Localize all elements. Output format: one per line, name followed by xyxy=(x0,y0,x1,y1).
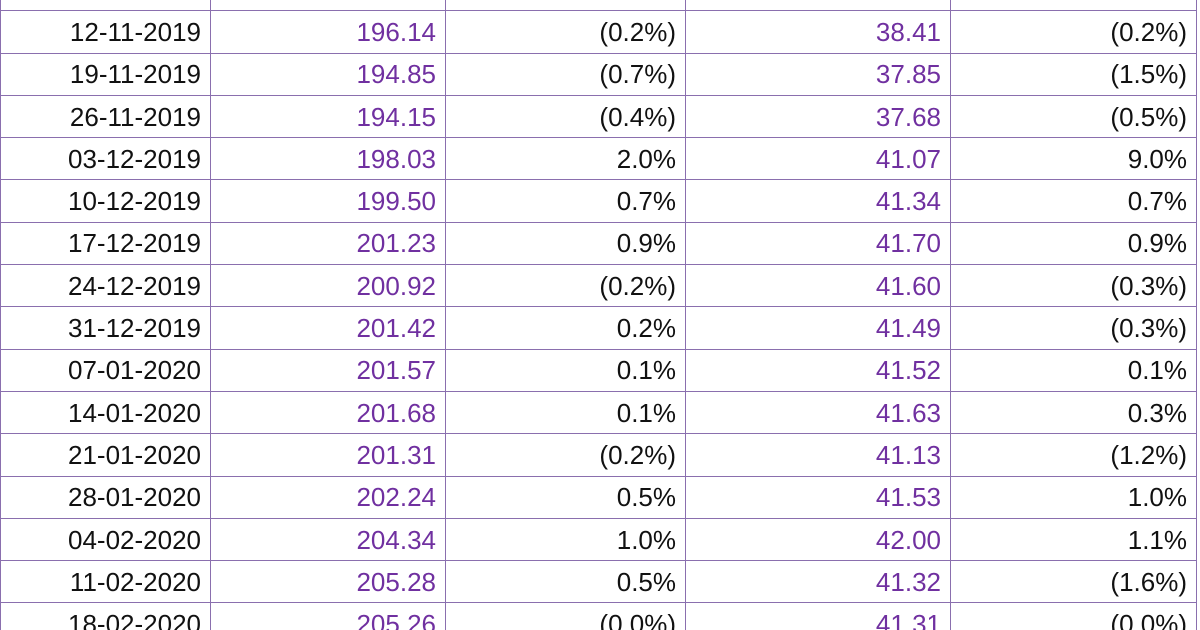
change-cell: (0.7%) xyxy=(445,52,686,96)
date-cell: 07-01-2020 xyxy=(0,348,211,392)
date-cell: 04-02-2020 xyxy=(0,517,211,562)
date-cell: 14-01-2020 xyxy=(0,390,211,435)
change-cell: 2.0% xyxy=(445,137,686,181)
price-cell: 41.49 xyxy=(685,306,951,350)
table-row: 21-01-2020 201.31 (0.2%) 41.13 (1.2%) xyxy=(0,433,1197,477)
price-cell: 41.53 xyxy=(685,475,951,519)
table-row: 03-12-2019 198.03 2.0% 41.07 9.0% xyxy=(0,137,1197,181)
change-cell: 9.0% xyxy=(950,137,1197,181)
table-row: 19-11-2019 194.85 (0.7%) 37.85 (1.5%) xyxy=(0,52,1197,96)
change-cell: (0.5%) xyxy=(950,94,1197,139)
price-cell: 198.03 xyxy=(210,137,446,181)
price-cell: 41.32 xyxy=(685,560,951,604)
date-cell: 11-02-2020 xyxy=(0,560,211,604)
change-cell: (0.0%) xyxy=(445,602,686,630)
price-cell: 41.60 xyxy=(685,264,951,308)
date-cell: 31-12-2019 xyxy=(0,306,211,350)
date-cell: 18-02-2020 xyxy=(0,602,211,630)
price-cell: 37.85 xyxy=(685,52,951,96)
change-cell: 0.3% xyxy=(950,390,1197,435)
change-cell: (1.6%) xyxy=(950,560,1197,604)
date-cell: 26-11-2019 xyxy=(0,94,211,139)
price-cell: 194.15 xyxy=(210,94,446,139)
price-cell: 41.70 xyxy=(685,221,951,266)
change-cell: 0.7% xyxy=(950,179,1197,223)
table-row: 31-12-2019 201.42 0.2% 41.49 (0.3%) xyxy=(0,306,1197,350)
date-cell: 12-11-2019 xyxy=(0,10,211,54)
price-cell: 201.42 xyxy=(210,306,446,350)
date-cell: 21-01-2020 xyxy=(0,433,211,477)
date-cell: 28-01-2020 xyxy=(0,475,211,519)
change-cell: 0.1% xyxy=(950,348,1197,392)
price-cell: 201.31 xyxy=(210,433,446,477)
change-cell: 0.7% xyxy=(445,179,686,223)
change-cell: 0.5% xyxy=(445,475,686,519)
price-cell: 204.34 xyxy=(210,517,446,562)
table-row: 17-12-2019 201.23 0.9% 41.70 0.9% xyxy=(0,221,1197,266)
change-cell: 0.9% xyxy=(445,221,686,266)
table-row: 24-12-2019 200.92 (0.2%) 41.60 (0.3%) xyxy=(0,264,1197,308)
change-cell: (1.5%) xyxy=(950,52,1197,96)
price-cell: 41.31 xyxy=(685,602,951,630)
price-cell: 201.57 xyxy=(210,348,446,392)
table-row: 26-11-2019 194.15 (0.4%) 37.68 (0.5%) xyxy=(0,94,1197,139)
table-row: 28-01-2020 202.24 0.5% 41.53 1.0% xyxy=(0,475,1197,519)
table-row: 18-02-2020 205.26 (0.0%) 41.31 (0.0%) xyxy=(0,602,1197,630)
date-cell: 17-12-2019 xyxy=(0,221,211,266)
price-cell: 194.85 xyxy=(210,52,446,96)
change-cell: (0.2%) xyxy=(950,10,1197,54)
change-cell: 0.2% xyxy=(445,306,686,350)
price-cell: 205.26 xyxy=(210,602,446,630)
change-cell: 0.1% xyxy=(445,390,686,435)
change-cell: (0.4%) xyxy=(445,94,686,139)
price-cell: 205.28 xyxy=(210,560,446,604)
change-cell: 0.1% xyxy=(445,348,686,392)
price-cell: 200.92 xyxy=(210,264,446,308)
table-row: 10-12-2019 199.50 0.7% 41.34 0.7% xyxy=(0,179,1197,223)
change-cell: (0.3%) xyxy=(950,264,1197,308)
cut-off-row xyxy=(0,0,1197,12)
table-row: 07-01-2020 201.57 0.1% 41.52 0.1% xyxy=(0,348,1197,392)
price-cell: 41.63 xyxy=(685,390,951,435)
date-cell: 03-12-2019 xyxy=(0,137,211,181)
price-cell: 37.68 xyxy=(685,94,951,139)
date-cell: 10-12-2019 xyxy=(0,179,211,223)
table-row: 14-01-2020 201.68 0.1% 41.63 0.3% xyxy=(0,390,1197,435)
change-cell: (0.2%) xyxy=(445,433,686,477)
change-cell: (0.0%) xyxy=(950,602,1197,630)
change-cell: (0.3%) xyxy=(950,306,1197,350)
price-cell: 201.23 xyxy=(210,221,446,266)
price-cell: 41.13 xyxy=(685,433,951,477)
change-cell: 1.0% xyxy=(445,517,686,562)
date-cell: 24-12-2019 xyxy=(0,264,211,308)
change-cell: 1.1% xyxy=(950,517,1197,562)
date-cell: 19-11-2019 xyxy=(0,52,211,96)
table-row: 11-02-2020 205.28 0.5% 41.32 (1.6%) xyxy=(0,560,1197,604)
price-cell: 202.24 xyxy=(210,475,446,519)
change-cell: (0.2%) xyxy=(445,10,686,54)
change-cell: 1.0% xyxy=(950,475,1197,519)
change-cell: (1.2%) xyxy=(950,433,1197,477)
price-cell: 199.50 xyxy=(210,179,446,223)
table-row: 12-11-2019 196.14 (0.2%) 38.41 (0.2%) xyxy=(0,10,1197,54)
price-cell: 41.07 xyxy=(685,137,951,181)
change-cell: 0.9% xyxy=(950,221,1197,266)
table-row: 04-02-2020 204.34 1.0% 42.00 1.1% xyxy=(0,517,1197,562)
change-cell: 0.5% xyxy=(445,560,686,604)
price-cell: 41.52 xyxy=(685,348,951,392)
price-cell: 38.41 xyxy=(685,10,951,54)
price-cell: 201.68 xyxy=(210,390,446,435)
price-cell: 42.00 xyxy=(685,517,951,562)
price-cell: 41.34 xyxy=(685,179,951,223)
price-cell: 196.14 xyxy=(210,10,446,54)
change-cell: (0.2%) xyxy=(445,264,686,308)
